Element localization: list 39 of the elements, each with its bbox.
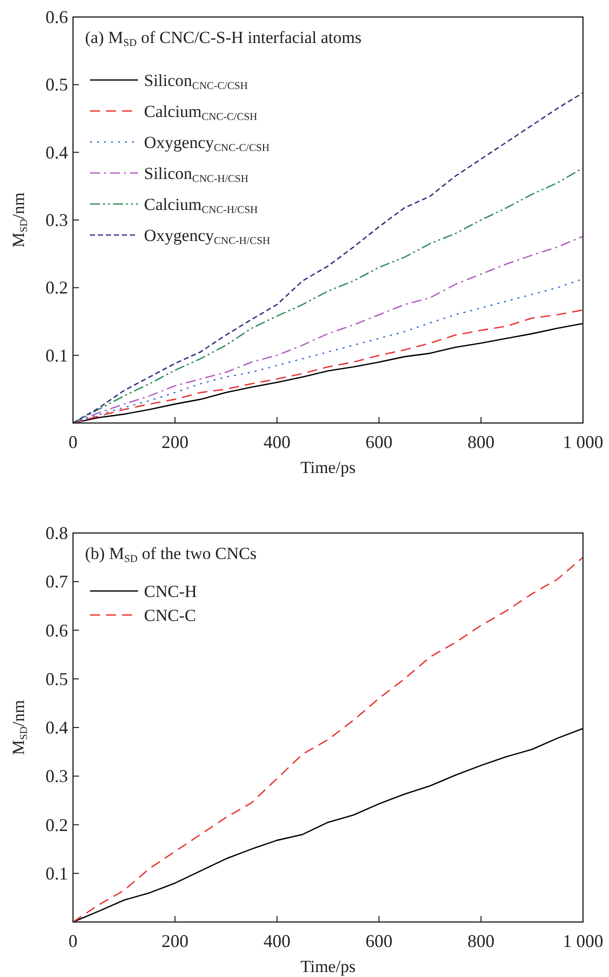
- legend-label: Oxygency$_{CNC-H/CSH}$: [144, 226, 270, 247]
- x-tick-label: 200: [162, 931, 188, 951]
- legend-label: Silicon$_{CNC-C/CSH}$: [144, 71, 248, 92]
- y-tick-label: 0.2: [46, 278, 68, 298]
- x-tick-label: 0: [68, 931, 78, 951]
- y-tick-label: 0.5: [46, 74, 68, 95]
- legend-label: Calcium$_{CNC-H/CSH}$: [144, 195, 258, 216]
- text: (a) M$_{SD}$ of CNC/C-S-H interfacial atoms: [85, 28, 362, 49]
- y-tick-label: 0.6: [46, 7, 68, 27]
- line-series: [72, 92, 584, 424]
- x-tick-label: 400: [264, 432, 290, 452]
- y-tick-label: 0.5: [46, 668, 68, 689]
- x-tick-label: 600: [366, 432, 392, 452]
- x-tick-label: 1 000: [562, 931, 604, 951]
- y-tick-label: 0.3: [46, 766, 68, 786]
- y-tick-label: 0.7: [46, 572, 68, 592]
- y-tick-label: 0.1: [46, 345, 68, 366]
- y-tick-label: 0.4: [46, 718, 68, 738]
- legend-label: Oxygency$_{CNC-C/CSH}$: [144, 133, 270, 154]
- x-tick-label: 400: [264, 931, 290, 951]
- y-tick-label: 0.3: [46, 210, 68, 230]
- x-tick-label: 800: [468, 931, 494, 951]
- x-tick-label: 200: [162, 432, 188, 452]
- x-axis-title: Time/ps: [300, 957, 356, 976]
- y-tick-label: 0.4: [46, 142, 68, 162]
- legend-label: CNC-H: [144, 582, 197, 601]
- x-tick-label: 0: [68, 432, 78, 452]
- x-tick-label: 800: [468, 432, 494, 452]
- y-tick-label: 0.1: [46, 863, 68, 884]
- y-tick-label: 0.6: [46, 620, 68, 640]
- y-tick-label: 0.8: [46, 523, 68, 543]
- x-axis-title: Time/ps: [300, 458, 356, 477]
- legend-label: Silicon$_{CNC-H/CSH}$: [144, 164, 249, 185]
- text: (b) M$_{SD}$ of the two CNCs: [85, 544, 257, 565]
- x-tick-label: 1 000: [562, 432, 604, 452]
- legend-label: Calcium$_{CNC-C/CSH}$: [144, 102, 258, 123]
- y-tick-label: 0.2: [46, 814, 68, 835]
- legend-label: CNC-C: [144, 606, 196, 625]
- x-tick-label: 600: [366, 931, 392, 951]
